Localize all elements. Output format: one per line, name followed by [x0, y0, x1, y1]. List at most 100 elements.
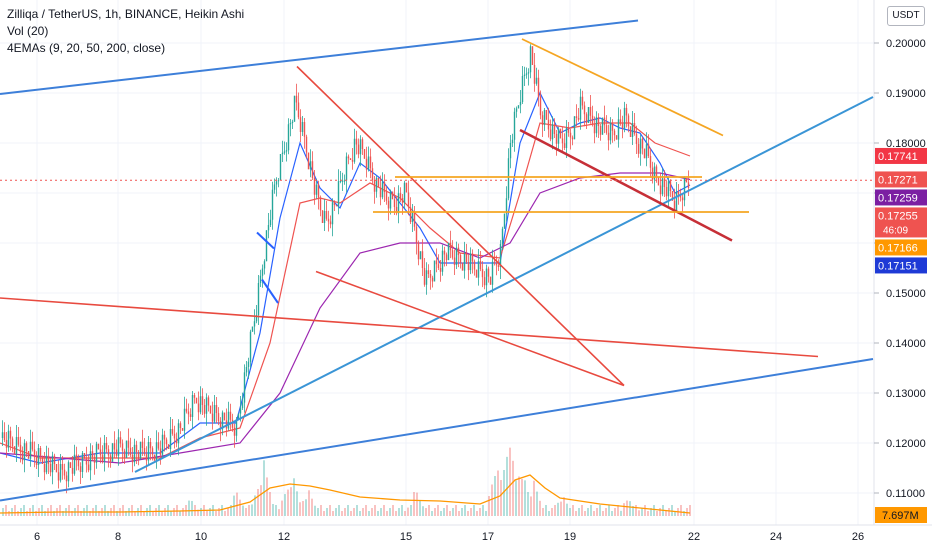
candle-body — [301, 122, 304, 132]
y-tick-label: 0.11000 — [886, 488, 925, 500]
candle-body — [521, 76, 524, 102]
volume-bar — [140, 505, 142, 516]
volume-bar — [98, 511, 100, 516]
volume-bar — [425, 508, 427, 516]
candle-body — [523, 74, 526, 76]
candle-body — [169, 429, 172, 449]
candle-body — [525, 73, 528, 75]
candle-body — [135, 444, 138, 452]
candle-body — [477, 261, 480, 278]
volume-indicator-label[interactable]: Vol (20) — [7, 24, 49, 38]
volume-bar — [560, 501, 562, 516]
volume-bar — [347, 505, 349, 516]
candle-body — [163, 434, 166, 440]
candle-body — [467, 262, 470, 271]
volume-bar — [191, 500, 193, 516]
red-long-line[interactable] — [0, 297, 819, 358]
time-axis[interactable]: 6 8 10 12 15 17 19 22 24 26 — [34, 531, 864, 543]
volume-bar — [392, 505, 394, 516]
volume-bar — [149, 505, 151, 516]
candle-body — [131, 455, 134, 463]
candle-body — [41, 455, 44, 464]
volume-bar — [413, 492, 415, 516]
candle-body — [479, 261, 482, 270]
candle-body — [23, 443, 26, 461]
ema-indicator-label[interactable]: 4EMAs (9, 20, 50, 200, close) — [7, 41, 166, 55]
symbol-title[interactable]: Zilliqa / TetherUS, 1h, BINANCE, Heikin … — [7, 7, 245, 21]
volume-bar — [5, 505, 7, 516]
candle-body — [431, 277, 434, 282]
volume-bar — [290, 487, 292, 516]
volume-bar — [236, 492, 238, 516]
candle-body — [475, 269, 478, 278]
candle-body — [143, 448, 146, 455]
candle-body — [417, 242, 420, 260]
candle-body — [91, 451, 94, 457]
volume-bar — [443, 508, 445, 516]
light-blue-support[interactable] — [134, 96, 874, 473]
volume-bar — [80, 511, 82, 516]
blue-upper-channel[interactable] — [0, 19, 639, 95]
candle-body — [31, 441, 34, 450]
volume-bar — [554, 505, 556, 516]
volume-bar — [317, 508, 319, 516]
volume-bar — [296, 491, 298, 516]
candle-body — [87, 464, 90, 471]
volume-bar — [374, 505, 376, 516]
candle-body — [95, 443, 98, 463]
volume-bar — [476, 511, 478, 516]
candle-body — [405, 182, 408, 193]
candle-body — [297, 102, 300, 118]
dark-red-channel[interactable] — [519, 128, 733, 242]
volume-bar — [350, 511, 352, 516]
candles — [1, 44, 690, 494]
currency-button[interactable]: USDT — [887, 6, 925, 26]
candle-body — [157, 442, 160, 449]
volume-bar — [536, 491, 538, 516]
candle-body — [99, 449, 102, 456]
blue-lower-channel[interactable] — [0, 358, 874, 502]
candle-body — [69, 462, 72, 468]
volume-bar — [539, 500, 541, 516]
red-wedge-bottom[interactable] — [315, 270, 625, 387]
drawn-trend-lines[interactable] — [0, 19, 874, 502]
candle-body — [13, 446, 16, 454]
volume-bar — [23, 505, 25, 516]
y-tick-label: 0.14000 — [886, 338, 926, 350]
volume-bar — [302, 501, 304, 516]
candle-body — [369, 156, 372, 169]
volume-bar — [473, 505, 475, 516]
candle-body — [11, 438, 14, 447]
candle-body — [347, 156, 350, 159]
candle-body — [49, 464, 52, 473]
candle-body — [557, 128, 560, 144]
volume-bar — [581, 505, 583, 516]
candle-body — [359, 139, 362, 155]
candle-body — [679, 194, 682, 198]
volume-bar — [284, 494, 286, 516]
volume-bar — [455, 505, 457, 516]
candle-body — [223, 412, 226, 421]
volume-bar — [386, 511, 388, 516]
blue-short-segment-2[interactable] — [261, 278, 279, 304]
candle-body — [327, 218, 330, 222]
candle-body — [631, 123, 634, 137]
volume-bar — [86, 505, 88, 516]
candle-body — [365, 158, 368, 170]
volume-bar — [500, 480, 502, 516]
blue-short-segment-1[interactable] — [256, 231, 275, 250]
candle-body — [123, 450, 126, 458]
volume-bar — [530, 496, 532, 516]
candle-body — [9, 430, 12, 439]
candle-body — [515, 108, 518, 112]
volume-bar — [446, 505, 448, 516]
candle-body — [105, 443, 108, 450]
volume-bar — [32, 505, 34, 516]
volume-bar — [635, 505, 637, 516]
candle-body — [375, 177, 378, 192]
volume-bar — [503, 470, 505, 516]
red-wedge-top[interactable] — [296, 65, 625, 387]
orange-wedge-top[interactable] — [521, 38, 724, 137]
